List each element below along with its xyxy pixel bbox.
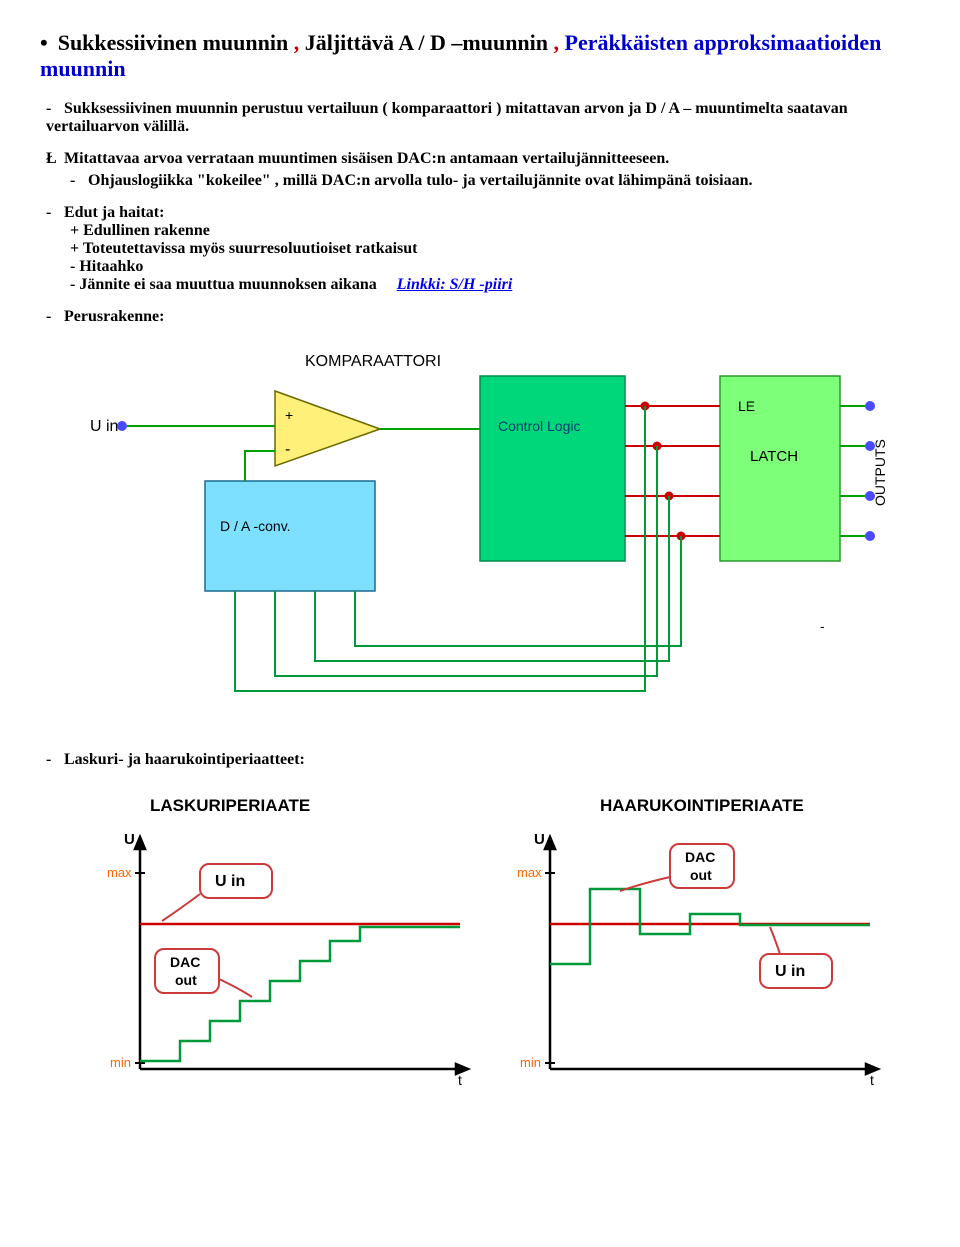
edut-m2a: - Jännite ei saa muuttua muunnoksen aika… [70, 276, 377, 293]
para-1-text: Sukksessiivinen muunnin perustuu vertail… [46, 100, 848, 135]
page-title: •Sukkessiivinen muunnin , Jäljittävä A /… [40, 30, 920, 82]
para-edut: -Edut ja haitat: + Edullinen rakenne + T… [46, 204, 920, 294]
edut-title: Edut ja haitat: [64, 204, 164, 221]
comparator-label: KOMPARAATTORI [305, 353, 441, 370]
da-label: D / A -conv. [220, 518, 291, 534]
svg-text:out: out [690, 867, 712, 883]
L-glyph: Ł [46, 150, 64, 168]
edut-p1: + Edullinen rakenne [70, 222, 920, 240]
uin-node [117, 421, 127, 431]
para-1: -Sukksessiivinen muunnin perustuu vertai… [46, 100, 920, 136]
svg-text:U in: U in [775, 963, 805, 980]
axis-t-right: t [870, 1072, 874, 1088]
max-left: max [107, 865, 132, 880]
para-perusrakenne: -Perusrakenne: [46, 308, 920, 326]
plus-sign: + [285, 407, 293, 423]
output-nodes [840, 401, 875, 541]
control-logic [480, 376, 625, 561]
da-converter [205, 481, 375, 591]
left-title: LASKURIPERIAATE [150, 796, 310, 815]
title-black2: Jäljittävä A / D –muunnin [299, 30, 553, 55]
title-black1: Sukkessiivinen muunnin [58, 30, 294, 55]
para-laskuri: -Laskuri- ja haarukointiperiaatteet: [46, 751, 920, 769]
wire [245, 451, 275, 481]
comparator [275, 391, 380, 466]
sh-piiri-link[interactable]: Linkki: S/H -piiri [397, 276, 513, 293]
para-L: ŁMitattavaa arvoa verrataan muuntimen si… [46, 150, 920, 190]
max-right: max [517, 865, 542, 880]
uin-label: U in [90, 418, 118, 435]
perusrakenne-label: Perusrakenne: [64, 308, 164, 325]
edut-m1: - Hitaahko [70, 258, 920, 276]
axis-t-left: t [458, 1072, 462, 1088]
svg-text:DAC: DAC [170, 954, 200, 970]
block-diagram: KOMPARAATTORI U in + - D / A -conv. Cont… [80, 346, 920, 721]
sar-line [550, 889, 870, 964]
para-L-text: Mitattavaa arvoa verrataan muuntimen sis… [64, 150, 669, 167]
svg-text:out: out [175, 972, 197, 988]
min-left: min [110, 1055, 131, 1070]
laskuri-title: Laskuri- ja haarukointiperiaatteet: [64, 751, 305, 768]
axis-u-left: U [124, 831, 135, 848]
edut-p2: + Toteutettavissa myös suurresoluutioise… [70, 240, 920, 258]
right-title: HAARUKOINTIPERIAATE [600, 796, 804, 815]
control-label: Control Logic [498, 418, 581, 434]
stray-minus: - [820, 618, 825, 634]
bullet-dot: • [40, 30, 48, 55]
minus-sign: - [285, 441, 290, 458]
min-right: min [520, 1055, 541, 1070]
uin-callout-right: U in [760, 927, 832, 988]
uin-callout-left: U in [162, 864, 272, 921]
svg-text:DAC: DAC [685, 849, 715, 865]
dac-callout-right: DAC out [620, 844, 734, 891]
red-wires [625, 403, 720, 540]
latch-le: LE [738, 398, 755, 414]
axis-u-right: U [534, 831, 545, 848]
latch-label: LATCH [750, 448, 798, 465]
principle-charts: LASKURIPERIAATE U t max min U in DAC out… [80, 789, 920, 1094]
dac-callout-left: DAC out [155, 949, 252, 997]
para-L-sub: Ohjauslogiikka "kokeilee" , millä DAC:n … [88, 172, 752, 189]
svg-text:U in: U in [215, 873, 245, 890]
